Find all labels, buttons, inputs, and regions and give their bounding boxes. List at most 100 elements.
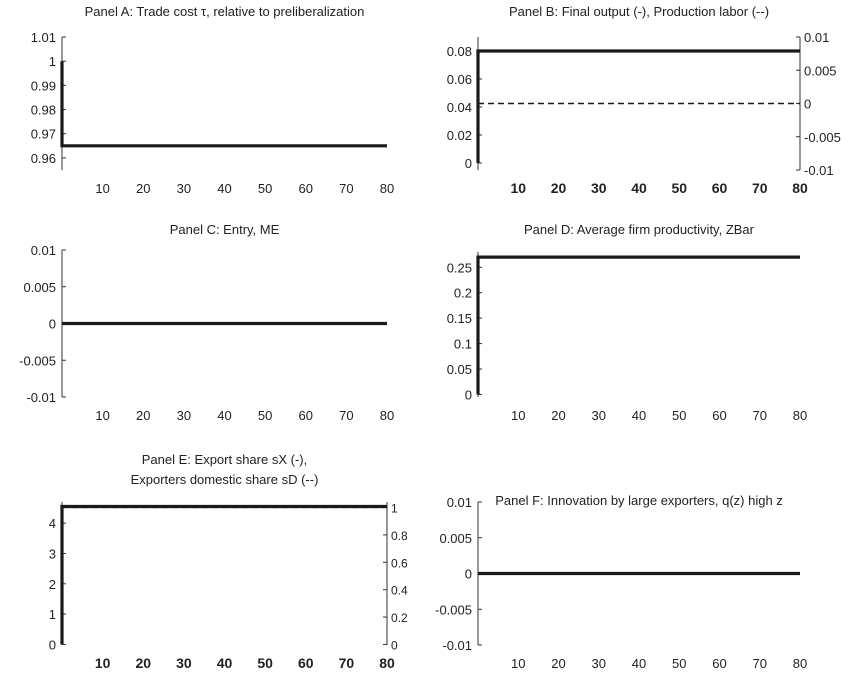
x-tick-label: 70 [339,181,353,196]
y-tick-label: 0.08 [447,44,472,59]
y2-tick-label: 0.6 [391,556,408,570]
panel-f-title: Panel F: Innovation by large exporters, … [495,493,783,508]
x-tick-label: 50 [258,181,272,196]
y-tick-label: 0 [49,637,56,652]
y-tick-label: -0.005 [435,602,472,617]
y-tick-label: 0.01 [31,243,56,258]
y-tick-label: 0.96 [31,151,56,166]
y-tick-label: 0.01 [447,495,472,510]
panel-e-title: Exporters domestic share sD (--) [131,472,319,487]
x-tick-label: 20 [551,180,567,196]
y2-tick-label: 0.8 [391,529,408,543]
panel-c-title: Panel C: Entry, ME [170,222,280,237]
panel-b: Panel B: Final output (-), Production la… [447,4,841,196]
series-line-solid [476,49,800,163]
x-tick-label: 50 [672,656,686,671]
y-tick-label: 3 [49,547,56,562]
x-tick-label: 20 [136,408,150,423]
y-tick-label: 0 [465,387,472,402]
x-tick-label: 40 [217,655,233,671]
y2-tick-label: 0.005 [804,63,837,78]
x-tick-label: 30 [177,408,191,423]
x-tick-label: 80 [379,655,395,671]
y-tick-label: 0.005 [23,280,56,295]
panel-e: Panel E: Export share sX (-), Exporters d… [49,452,408,671]
x-tick-label: 60 [299,181,313,196]
y-tick-label: 0 [465,156,472,171]
panel-f: Panel F: Innovation by large exporters, … [435,493,807,671]
x-tick-label: 60 [712,656,726,671]
y2-tick-label: 0.2 [391,611,408,625]
x-tick-label: 10 [95,408,109,423]
panel-a-title: Panel A: Trade cost τ, relative to preli… [85,4,365,19]
x-tick-label: 30 [592,408,606,423]
panel-b-title: Panel B: Final output (-), Production la… [509,4,769,19]
x-tick-label: 30 [177,181,191,196]
x-tick-label: 20 [135,655,151,671]
x-tick-label: 40 [632,408,646,423]
panel-c: Panel C: Entry, ME -0.01 -0.005 0 0.005 0.01 1… [19,222,394,423]
y-tick-label: 2 [49,577,56,592]
x-tick-label: 50 [672,408,686,423]
x-tick-label: 20 [551,408,565,423]
panel-e-title: Panel E: Export share sX (-), [142,452,307,467]
series-line-solid [60,504,387,645]
y-tick-label: 1 [49,607,56,622]
x-tick-label: 60 [299,408,313,423]
x-tick-label: 30 [592,656,606,671]
y-tick-label: 0.25 [447,260,472,275]
x-tick-label: 10 [95,655,111,671]
y-tick-label: 0.99 [31,78,56,93]
y-tick-label: -0.01 [442,638,472,653]
y-tick-label: 0.02 [447,128,472,143]
y2-tick-label: 0 [804,97,811,112]
x-tick-label: 70 [339,655,355,671]
y-tick-label: 0.15 [447,311,472,326]
x-tick-label: 60 [298,655,314,671]
series-line-solid [476,255,800,395]
x-tick-label: 50 [671,180,687,196]
x-tick-label: 10 [511,656,525,671]
y-tick-label: 0.1 [454,337,472,352]
y-tick-label: 0.97 [31,127,56,142]
y-tick-label: 0.98 [31,103,56,118]
x-tick-label: 40 [217,181,231,196]
y-tick-label: -0.005 [19,353,56,368]
y-tick-label: -0.01 [26,390,56,405]
x-tick-label: 80 [380,181,394,196]
y-tick-label: 0 [465,567,472,582]
x-tick-label: 40 [632,656,646,671]
series-line-solid [60,61,387,148]
x-tick-label: 20 [551,656,565,671]
y-tick-label: 0.06 [447,72,472,87]
x-tick-label: 50 [258,408,272,423]
y-tick-label: 0 [49,317,56,332]
y-tick-label: 1 [49,54,56,69]
y2-tick-label: -0.005 [804,130,841,145]
x-tick-label: 60 [712,180,728,196]
x-tick-label: 70 [753,408,767,423]
y-tick-label: 0.05 [447,362,472,377]
y2-tick-label: -0.01 [804,163,834,178]
x-tick-label: 40 [217,408,231,423]
x-tick-label: 70 [753,656,767,671]
x-tick-label: 20 [136,181,150,196]
x-tick-label: 70 [339,408,353,423]
panel-a: Panel A: Trade cost τ, relative to preli… [31,4,395,196]
x-tick-label: 50 [257,655,273,671]
y-tick-label: 4 [49,516,56,531]
x-tick-label: 70 [752,180,768,196]
y2-tick-label: 0.01 [804,30,829,45]
y-tick-label: 0.04 [447,100,472,115]
x-tick-label: 30 [176,655,192,671]
x-tick-label: 30 [591,180,607,196]
panel-d-title: Panel D: Average firm productivity, ZBar [524,222,755,237]
x-tick-label: 60 [712,408,726,423]
x-tick-label: 80 [793,408,807,423]
x-tick-label: 80 [380,408,394,423]
y2-tick-label: 0.4 [391,584,408,598]
y-tick-label: 0.005 [439,531,472,546]
y-tick-label: 0.2 [454,286,472,301]
x-tick-label: 80 [793,656,807,671]
